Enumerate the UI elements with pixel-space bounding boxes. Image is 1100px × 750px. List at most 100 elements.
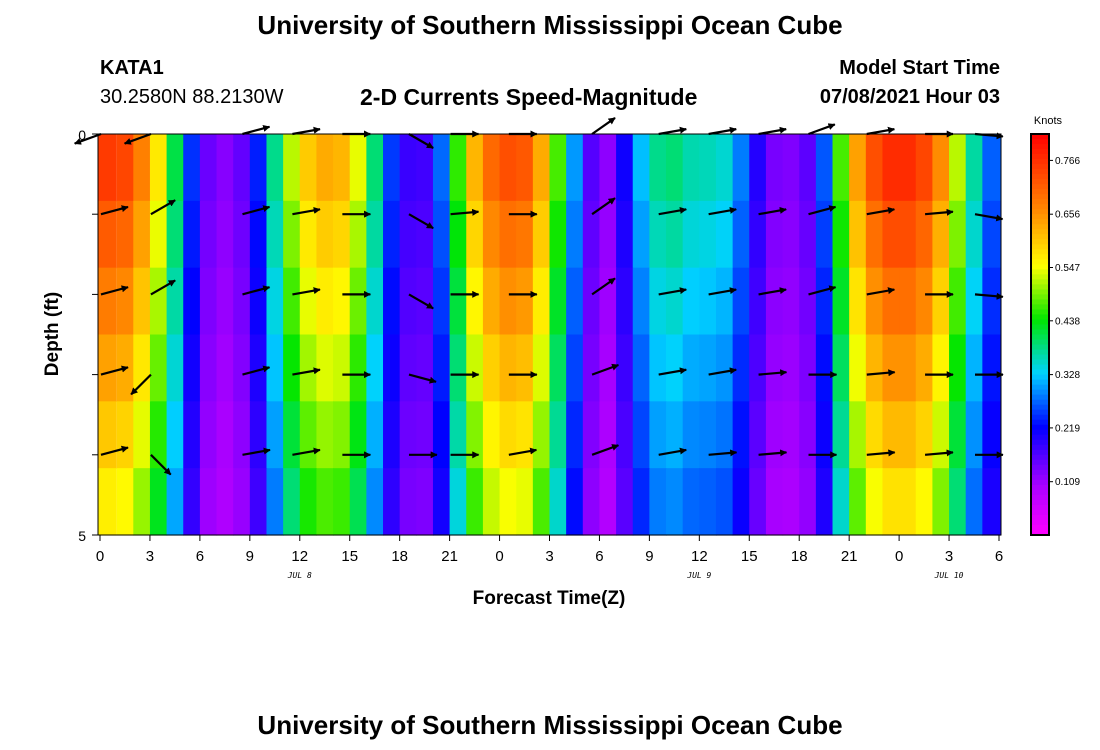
heat-cell (499, 401, 517, 469)
heat-cell (666, 200, 684, 269)
heat-cell (649, 334, 667, 402)
heat-cell (899, 334, 917, 402)
heat-cell (666, 267, 684, 336)
heat-cell (349, 134, 367, 202)
colorbar-swatch (1031, 369, 1049, 376)
colorbar-swatch (1031, 514, 1049, 521)
colorbar-swatch (1031, 394, 1049, 401)
heat-cell (233, 134, 251, 202)
heat-cell (649, 401, 667, 469)
current-vector (591, 197, 616, 216)
heat-cell (832, 267, 850, 336)
colorbar-swatch (1031, 529, 1049, 536)
heat-cell (815, 134, 834, 202)
colorbar-swatch (1031, 464, 1049, 471)
heat-cell (249, 468, 268, 536)
heat-cell (299, 134, 318, 202)
heat-cell (699, 267, 717, 336)
heat-cell (299, 334, 318, 402)
heat-cell (432, 334, 451, 402)
heat-cell (865, 200, 884, 269)
heat-cell (782, 200, 800, 269)
colorbar-swatch (1031, 379, 1049, 386)
colorbar-swatch (1031, 194, 1049, 200)
heat-cell (865, 401, 884, 469)
heat-cell (582, 468, 601, 536)
current-vector (758, 126, 787, 136)
current-vector (130, 373, 152, 396)
heat-cell (699, 401, 717, 469)
heat-cell (383, 401, 401, 469)
heat-cell (815, 401, 834, 469)
current-vector (758, 206, 787, 216)
heat-cell (566, 267, 584, 336)
colorbar-swatch (1031, 499, 1049, 506)
colorbar-swatch (1031, 294, 1049, 301)
heat-cell (383, 200, 401, 269)
heat-cell (366, 134, 384, 202)
heat-cell (932, 267, 950, 336)
heat-cell (749, 134, 767, 202)
heat-cell (499, 267, 517, 336)
heat-cell (815, 334, 834, 402)
heat-cell (915, 267, 934, 336)
current-vector (591, 363, 620, 376)
heat-cell (699, 200, 717, 269)
heat-cell (532, 401, 551, 469)
heat-cell (599, 401, 617, 469)
heat-cell (982, 267, 1001, 336)
heat-cell (649, 134, 667, 202)
colorbar-swatch (1031, 179, 1049, 185)
heat-cell (149, 401, 168, 469)
colorbar-swatch (1031, 184, 1049, 190)
current-vector (758, 287, 787, 296)
page-title: University of Southern Mississippi Ocean… (257, 10, 843, 40)
colorbar-swatch (1031, 459, 1049, 466)
heat-cell (266, 134, 284, 202)
heat-cell (449, 267, 467, 336)
heat-cell (715, 200, 734, 269)
heat-cell (449, 468, 467, 536)
colorbar-swatch (1031, 164, 1049, 170)
colorbar-swatch (1031, 434, 1049, 441)
current-vector (242, 365, 271, 376)
colorbar-swatch (1031, 264, 1049, 270)
current-vector (150, 199, 176, 216)
heat-cell (732, 334, 750, 402)
heat-cell (965, 468, 983, 536)
heat-cell (466, 334, 484, 402)
colorbar-swatch (1031, 449, 1049, 456)
heat-cell (765, 134, 784, 202)
heat-cell (732, 401, 750, 469)
heat-cell (466, 401, 484, 469)
heat-cell (749, 267, 767, 336)
heat-cell (965, 200, 983, 269)
heat-cell (399, 267, 417, 336)
heat-cell (799, 267, 817, 336)
heat-cell (283, 401, 301, 469)
current-vector (708, 287, 737, 296)
y-tick-label: 5 (78, 528, 86, 544)
heat-cell (199, 134, 218, 202)
current-vector (100, 285, 129, 296)
current-vector (450, 208, 480, 216)
x-tick-label: 15 (341, 548, 358, 565)
heat-cell (849, 200, 867, 269)
heat-cell (116, 267, 134, 336)
heat-cell (249, 401, 268, 469)
colorbar-swatch (1031, 304, 1049, 311)
heat-cell (582, 134, 601, 202)
heat-cell (133, 267, 151, 336)
heat-cell (399, 200, 417, 269)
heat-cell (982, 334, 1001, 402)
heat-cell (832, 134, 850, 202)
heat-cell (949, 200, 967, 269)
current-vector (708, 126, 737, 136)
colorbar-swatch (1031, 289, 1049, 295)
heat-cell (366, 267, 384, 336)
x-tick-label: 21 (841, 548, 858, 565)
x-tick-label: 6 (196, 548, 204, 565)
heat-cell (199, 267, 218, 336)
heat-cell (616, 334, 634, 402)
heat-cell (333, 334, 351, 402)
